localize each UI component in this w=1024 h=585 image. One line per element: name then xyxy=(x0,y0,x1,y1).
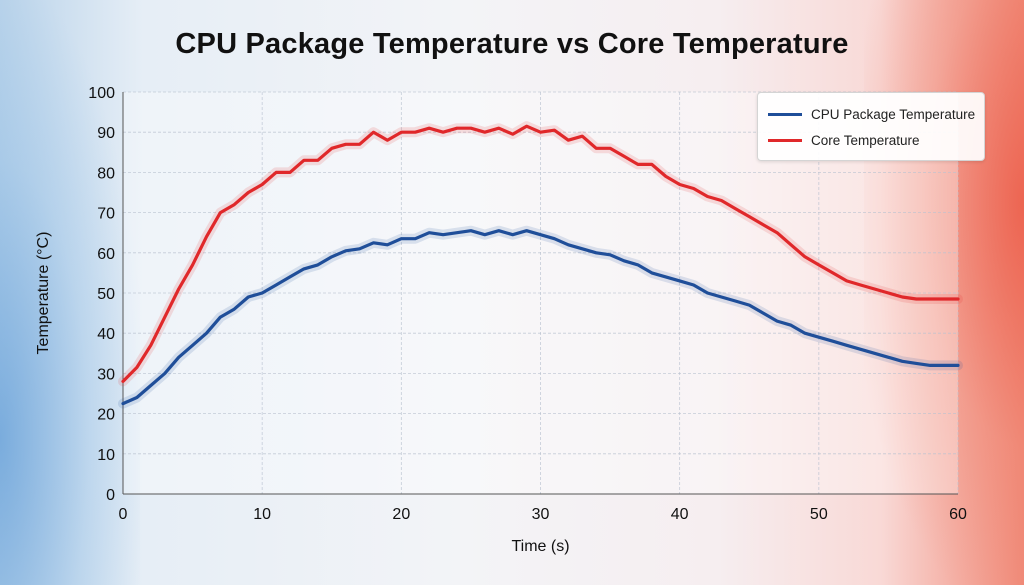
x-tick-label-10: 10 xyxy=(253,506,271,523)
y-tick-label-0: 0 xyxy=(106,487,115,504)
y-tick-label-70: 70 xyxy=(97,206,115,223)
chart-title: CPU Package Temperature vs Core Temperat… xyxy=(175,28,849,60)
series-line-cpu-package-temperature xyxy=(121,229,960,406)
legend-label-cpu-package: CPU Package Temperature xyxy=(811,106,976,122)
y-tick-label-40: 40 xyxy=(97,326,115,343)
x-tick-label-40: 40 xyxy=(671,506,689,523)
y-tick-label-50: 50 xyxy=(97,286,115,303)
legend-swatch-core xyxy=(768,138,802,142)
x-tick-label-20: 20 xyxy=(392,506,410,523)
y-tick-label-30: 30 xyxy=(97,366,115,383)
x-tick-label-0: 0 xyxy=(119,506,128,523)
y-tick-label-100: 100 xyxy=(88,85,115,102)
y-tick-label-80: 80 xyxy=(97,165,115,182)
legend-item-cpu-package: CPU Package Temperature xyxy=(768,104,975,124)
tick-labels: 0 10 20 30 40 50 60 70 80 90 100 0 10 20 30 40 50 60 xyxy=(88,85,967,523)
y-tick-label-90: 90 xyxy=(97,125,115,142)
y-tick-label-10: 10 xyxy=(97,447,115,464)
y-tick-label-60: 60 xyxy=(97,246,115,263)
legend-label-core: Core Temperature xyxy=(811,132,920,148)
y-tick-label-20: 20 xyxy=(97,407,115,424)
x-tick-label-30: 30 xyxy=(532,506,550,523)
axes xyxy=(122,92,958,495)
series-line-core-temperature xyxy=(121,124,960,383)
legend-item-core: Core Temperature xyxy=(768,130,920,150)
series-layer xyxy=(118,121,963,409)
x-tick-label-60: 60 xyxy=(949,506,967,523)
legend: CPU Package Temperature Core Temperature xyxy=(757,92,985,161)
x-axis-title: Time (s) xyxy=(511,538,569,555)
y-axis-title: Temperature (°C) xyxy=(35,232,52,355)
legend-swatch-cpu-package xyxy=(768,112,802,116)
background-glow-left xyxy=(0,0,140,585)
x-tick-label-50: 50 xyxy=(810,506,828,523)
